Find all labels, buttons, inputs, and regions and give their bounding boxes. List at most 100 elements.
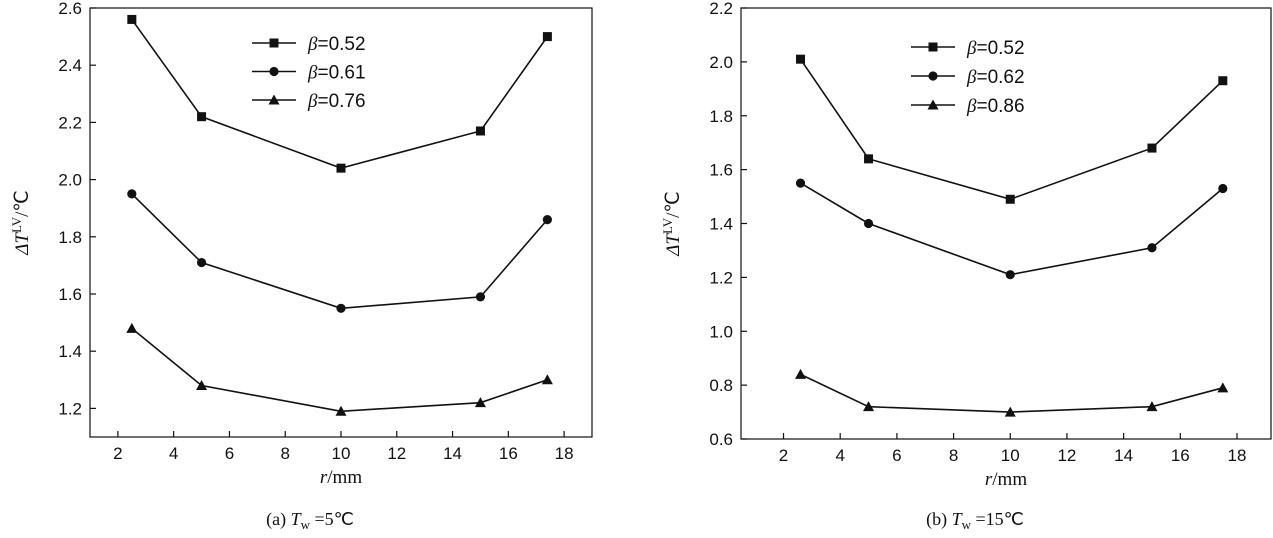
x-axis-unit: /mm xyxy=(992,469,1027,490)
x-tick-label: 4 xyxy=(835,446,844,465)
legend-value: =0.52 xyxy=(317,34,365,55)
legend-beta: β xyxy=(307,63,318,84)
x-axis-unit: /mm xyxy=(327,467,362,488)
legend-marker xyxy=(928,71,938,81)
y-axis-var: ΔT xyxy=(663,233,684,257)
x-tick-label: 2 xyxy=(113,444,122,463)
caption-prefix: (b) xyxy=(926,509,952,530)
x-tick-label: 10 xyxy=(1001,446,1020,465)
legend-beta: β xyxy=(307,91,318,112)
data-point xyxy=(127,14,137,24)
caption-subscript: w xyxy=(301,517,311,532)
legend-label: β=0.76 xyxy=(307,91,366,112)
legend-marker xyxy=(269,66,279,77)
y-tick-label: 1.6 xyxy=(58,285,82,304)
x-tick-label: 6 xyxy=(892,446,901,465)
legend-value: =0.76 xyxy=(317,91,365,112)
data-point xyxy=(541,374,553,385)
y-tick-label: 1.4 xyxy=(709,215,733,234)
data-point xyxy=(1218,183,1228,194)
x-tick-label: 14 xyxy=(1114,446,1133,465)
figure-caption: (b) Tw =15℃ xyxy=(926,509,1024,532)
legend-beta: β xyxy=(307,34,318,55)
series-line xyxy=(131,327,548,413)
x-tick-label: 8 xyxy=(949,446,958,465)
data-point xyxy=(1218,76,1228,86)
caption-var: T xyxy=(291,509,303,529)
data-point xyxy=(795,368,807,379)
legend-label: β=0.62 xyxy=(966,67,1025,88)
data-point xyxy=(475,126,485,136)
y-tick-label: 0.6 xyxy=(709,430,733,449)
data-point xyxy=(1146,401,1158,412)
y-tick-label: 1.0 xyxy=(709,322,733,341)
x-tick-label: 18 xyxy=(1228,446,1247,465)
x-tick-label: 16 xyxy=(1171,446,1190,465)
legend-value: =0.86 xyxy=(976,96,1024,117)
caption-prefix: (a) xyxy=(266,509,290,530)
y-tick-label: 2.4 xyxy=(58,56,82,75)
data-point xyxy=(126,322,138,333)
data-point xyxy=(795,178,806,188)
caption-value: =15℃ xyxy=(971,509,1024,529)
legend-beta: β xyxy=(966,38,977,59)
y-axis-superscript: LV xyxy=(9,216,24,233)
y-tick-label: 1.8 xyxy=(709,107,733,126)
data-point xyxy=(542,215,552,225)
data-point xyxy=(196,380,208,391)
figure-caption: (a) Tw =5℃ xyxy=(266,509,354,532)
data-point xyxy=(127,189,137,199)
legend-value: =0.52 xyxy=(976,38,1024,59)
data-point xyxy=(542,32,552,42)
data-point xyxy=(1217,382,1229,393)
chart-b: 2 4 6 8 10 12 14 16 18 0.6 0.8 1.0 1.2 1.4 1.6 1.8 2.0 2.… xyxy=(660,0,1272,532)
y-tick-label: 1.2 xyxy=(709,268,733,287)
y-tick-label: 2.2 xyxy=(709,0,733,18)
legend-marker xyxy=(927,99,939,110)
legend-label: β=0.52 xyxy=(966,38,1025,59)
data-point xyxy=(475,292,486,302)
y-tick-label: 0.8 xyxy=(709,376,733,395)
x-tick-label: 2 xyxy=(779,446,788,465)
y-axis-title: ΔTLV/℃ xyxy=(9,190,33,255)
data-point xyxy=(1147,243,1157,253)
series-line xyxy=(800,373,1224,413)
chart-a: 2 4 6 8 10 12 14 16 181.21.41.61.82.02.22.42.6r/… xyxy=(9,0,593,532)
x-tick-label: 14 xyxy=(443,444,462,463)
series-line xyxy=(131,193,548,310)
x-axis-title: r/mm xyxy=(320,467,362,488)
x-axis-title: r/mm xyxy=(985,469,1027,490)
x-tick-label: 4 xyxy=(169,444,178,463)
y-axis-unit: /℃ xyxy=(663,191,684,218)
x-tick-label: 10 xyxy=(332,444,351,463)
y-tick-label: 2.0 xyxy=(709,53,733,72)
y-tick-label: 2.2 xyxy=(58,113,82,132)
y-tick-label: 1.6 xyxy=(709,161,733,180)
data-point xyxy=(474,397,486,408)
data-point xyxy=(336,163,346,173)
data-point xyxy=(335,405,347,416)
x-tick-label: 12 xyxy=(1057,446,1076,465)
x-tick-label: 12 xyxy=(387,444,406,463)
y-tick-label: 2.0 xyxy=(58,171,82,190)
data-point xyxy=(197,112,207,122)
legend-label: β=0.52 xyxy=(307,34,366,55)
legend-label: β=0.61 xyxy=(307,63,366,84)
x-axis-var: r xyxy=(985,469,993,490)
data-point xyxy=(864,154,874,164)
legend-beta: β xyxy=(966,67,977,88)
data-point xyxy=(1005,194,1015,204)
y-tick-label: 1.4 xyxy=(58,342,82,361)
x-tick-label: 6 xyxy=(225,444,234,463)
legend-beta: β xyxy=(966,96,977,117)
x-axis-var: r xyxy=(320,467,328,488)
data-point xyxy=(863,401,875,412)
x-tick-label: 8 xyxy=(280,444,289,463)
caption-var: T xyxy=(952,509,964,529)
y-axis-title: ΔTLV/℃ xyxy=(660,191,684,256)
x-tick-label: 16 xyxy=(499,444,518,463)
y-tick-label: 2.6 xyxy=(58,0,82,18)
legend-marker xyxy=(268,94,280,105)
y-tick-label: 1.2 xyxy=(58,399,82,418)
